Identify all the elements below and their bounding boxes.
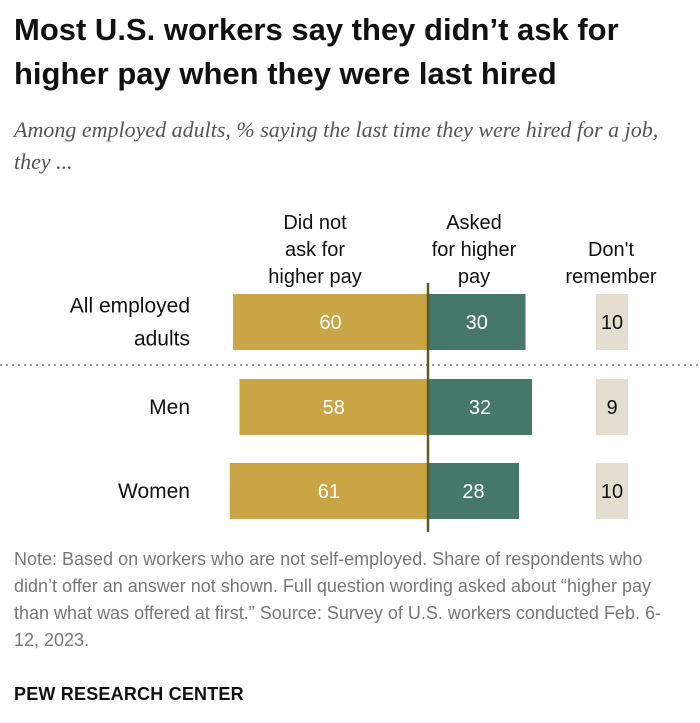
chart-subtitle: Among employed adults, % saying the last…: [14, 117, 659, 174]
data-label-dont-remember-0: 10: [601, 312, 623, 334]
bar-did-not-ask-1: [239, 379, 428, 435]
data-label-did-not-ask-1: 58: [323, 397, 345, 419]
data-label-asked-1: 32: [469, 397, 491, 419]
data-label-dont-remember-2: 10: [601, 481, 623, 503]
legend-label-1: Asked for higher pay: [432, 212, 517, 288]
brand-logo-text: PEW RESEARCH CENTER: [14, 684, 244, 704]
legend-label-0: Did not ask for higher pay: [268, 212, 361, 288]
category-label-1: Men: [149, 396, 190, 419]
legend-label-2: Don't remember: [565, 239, 656, 288]
category-label-0: All employed adults: [70, 295, 190, 351]
bar-asked-0: [428, 294, 526, 350]
chart: Did not ask for higher pay Asked for higher p…: [0, 212, 700, 532]
data-label-asked-0: 30: [466, 312, 488, 334]
chart-note: Note: Based on workers who are not self-…: [14, 549, 661, 650]
data-label-dont-remember-1: 9: [606, 397, 617, 419]
data-label-did-not-ask-2: 61: [318, 481, 340, 503]
bar-asked-1: [428, 379, 532, 435]
bar-did-not-ask-2: [229, 463, 428, 519]
bar-did-not-ask-0: [233, 294, 428, 350]
chart-title: Most U.S. workers say they didn’t ask fo…: [14, 12, 619, 91]
data-label-did-not-ask-0: 60: [319, 312, 341, 334]
bar-dont-remember-2: [596, 463, 628, 519]
bar-dont-remember-0: [596, 294, 628, 350]
bar-dont-remember-1: [596, 379, 628, 435]
data-label-asked-2: 28: [462, 481, 484, 503]
bar-asked-2: [428, 463, 519, 519]
category-label-2: Women: [118, 480, 190, 503]
